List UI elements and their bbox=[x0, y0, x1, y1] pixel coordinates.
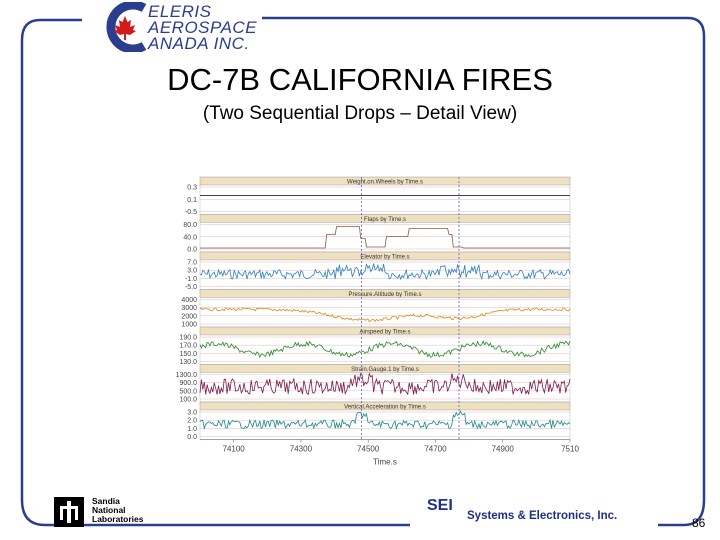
sandia-line-3: Laboratories bbox=[92, 514, 144, 524]
logo-text: ELERIS AEROSPACE ANADA INC. bbox=[148, 2, 258, 53]
tick-label: 1000 bbox=[181, 322, 197, 329]
series-line bbox=[199, 372, 571, 396]
tick-label: 7.0 bbox=[187, 260, 197, 267]
tick-label: 0.3 bbox=[187, 185, 197, 192]
tick-label: 3000 bbox=[181, 305, 197, 312]
panel-title: Pressure.Altitude by Time.s bbox=[348, 292, 421, 298]
tick-label: 190.0 bbox=[179, 335, 197, 342]
slide-title: DC-7B CALIFORNIA FIRES bbox=[167, 62, 553, 97]
tick-label: 130.0 bbox=[179, 359, 197, 366]
panel-title: Flaps by Time.s bbox=[364, 217, 406, 223]
series-line bbox=[199, 307, 571, 323]
tick-label: 150.0 bbox=[179, 351, 197, 358]
maple-leaf-icon bbox=[114, 16, 136, 40]
logo-line-2: AEROSPACE bbox=[148, 18, 258, 37]
tick-label: 40.0 bbox=[183, 234, 197, 241]
x-tick-label: 74300 bbox=[290, 445, 313, 454]
tick-label: 2.0 bbox=[187, 418, 197, 425]
panel-plot-area bbox=[199, 297, 571, 328]
tick-label: 100.0 bbox=[179, 397, 197, 404]
panel-plot-area bbox=[199, 409, 571, 440]
x-tick-label: 74100 bbox=[223, 445, 246, 454]
series-line bbox=[199, 263, 571, 281]
tick-label: 3.0 bbox=[187, 410, 197, 417]
x-axis-label: Time.s bbox=[373, 458, 397, 467]
tick-label: 1300.0 bbox=[176, 372, 198, 379]
tick-label: 4000 bbox=[181, 297, 197, 304]
x-tick-label: 74900 bbox=[492, 445, 515, 454]
tick-label: -0.5 bbox=[185, 209, 197, 216]
logo-line-3: ANADA INC. bbox=[148, 34, 250, 53]
sei-company: Systems & Electronics, Inc. bbox=[467, 510, 618, 522]
tick-label: 80.0 bbox=[183, 222, 197, 229]
tick-label: 0.0 bbox=[187, 434, 197, 441]
sandia-text: Sandia National Laboratories bbox=[92, 497, 144, 524]
panel-title: Airspeed by Time.s bbox=[359, 330, 410, 336]
thunderbird-icon bbox=[60, 501, 78, 523]
sei-label: SEI bbox=[427, 497, 453, 514]
panel-plot-area bbox=[199, 372, 571, 403]
page-number: 86 bbox=[692, 516, 706, 530]
sandia-logo bbox=[54, 497, 84, 527]
tick-label: 0.1 bbox=[187, 197, 197, 204]
x-tick-label: 7510 bbox=[561, 445, 579, 454]
series-line bbox=[200, 226, 570, 249]
sandia-line-2: National bbox=[92, 505, 126, 515]
x-tick-label: 74500 bbox=[357, 445, 380, 454]
panel-title: Weight.on.Wheels by Time.s bbox=[347, 180, 423, 186]
tick-label: 170.0 bbox=[179, 343, 197, 350]
x-tick-label: 74700 bbox=[424, 445, 447, 454]
sandia-line-1: Sandia bbox=[92, 496, 120, 506]
panel-plot-area bbox=[199, 184, 571, 215]
tick-label: -1.0 bbox=[185, 276, 197, 283]
tick-label: -5.0 bbox=[185, 284, 197, 291]
series-line bbox=[199, 410, 571, 430]
slide-subtitle: (Two Sequential Drops – Detail View) bbox=[202, 103, 518, 124]
tick-label: 3.0 bbox=[187, 268, 197, 275]
company-logo bbox=[106, 2, 147, 52]
panel-title: Vertical.Acceleration by Time.s bbox=[344, 405, 426, 411]
flight-data-chart: Weight.on.Wheels by Time.s 0.3 0.1 -0.5 Flap… bbox=[176, 176, 579, 467]
tick-label: 0.0 bbox=[187, 247, 197, 254]
tick-label: 1.0 bbox=[187, 426, 197, 433]
tick-label: 900.0 bbox=[179, 380, 197, 387]
series-line bbox=[199, 340, 571, 359]
logo-line-1: ELERIS bbox=[148, 2, 212, 21]
panel-title: Elevator by Time.s bbox=[360, 255, 409, 261]
panel-title: Strain.Gauge.1 by Time.s bbox=[351, 367, 419, 373]
panel-plot-area bbox=[199, 334, 571, 365]
tick-label: 2000 bbox=[181, 313, 197, 320]
tick-label: 500.0 bbox=[179, 388, 197, 395]
panel-plot-area bbox=[199, 222, 571, 253]
